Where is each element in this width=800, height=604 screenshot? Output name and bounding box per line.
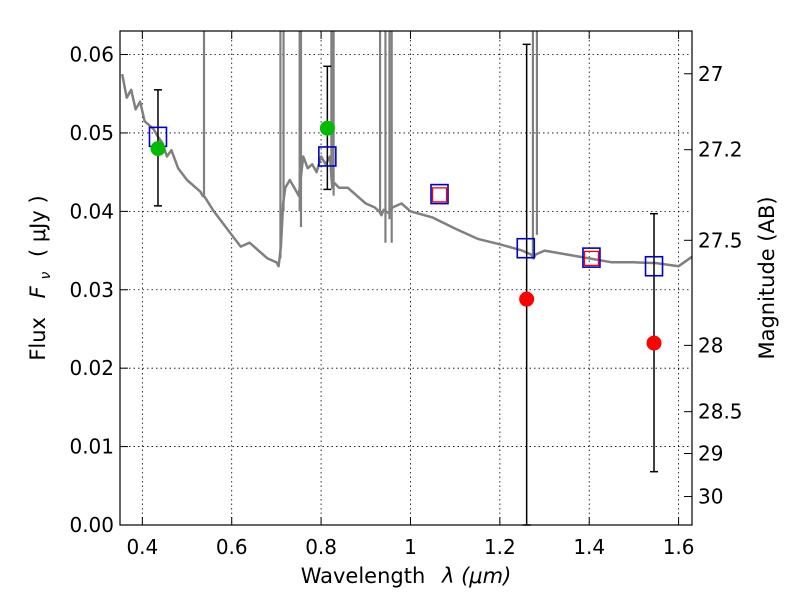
y-axis-label-unit: ( μJy ) bbox=[26, 195, 50, 257]
model-point-blue bbox=[644, 255, 664, 277]
x-axis-ticks: 0.4 0.6 0.8 1 1.2 1.4 1.6 bbox=[126, 31, 695, 559]
x-tick-label: 1 bbox=[404, 535, 417, 559]
x-tick-label: 0.4 bbox=[126, 535, 158, 559]
y-axis-ticks: 0.00 0.01 0.02 0.03 0.04 0.05 0.06 bbox=[69, 43, 128, 537]
magnitude-tick-label: 28 bbox=[698, 333, 723, 357]
magnitude-tick-label: 27.2 bbox=[698, 138, 743, 162]
model-point-blue bbox=[516, 237, 536, 259]
x-tick-label: 0.8 bbox=[305, 535, 337, 559]
x-axis-label-main: Wavelength bbox=[301, 564, 426, 588]
y-tick-label: 0.00 bbox=[69, 513, 114, 537]
model-point-blue bbox=[318, 146, 337, 167]
template-spectrum-line bbox=[120, 73, 693, 268]
x-axis-label-symbol: λ (μm) bbox=[441, 564, 511, 588]
x-axis-label: Wavelength λ (μm) bbox=[301, 564, 512, 588]
plot-area-background bbox=[120, 31, 692, 525]
model-point-red bbox=[431, 187, 448, 203]
y-axis-label-subscript: ν bbox=[38, 272, 54, 280]
magnitude-tick-label: 29 bbox=[698, 441, 723, 465]
plot-frame bbox=[119, 30, 693, 526]
x-tick-label: 1.4 bbox=[573, 535, 605, 559]
x-tick-label: 1.2 bbox=[484, 535, 516, 559]
observed-point bbox=[646, 335, 662, 351]
magnitude-tick-label: 27 bbox=[698, 62, 723, 86]
template-spectrum bbox=[120, 31, 693, 268]
model-point-blue bbox=[430, 183, 449, 205]
magnitude-axis-label: Magnitude (AB) bbox=[755, 196, 779, 359]
y-axis-label-main: Flux bbox=[26, 317, 50, 361]
y-tick-label: 0.01 bbox=[69, 435, 114, 459]
model-photometry-points bbox=[148, 126, 664, 277]
x-tick-label: 0.6 bbox=[216, 535, 248, 559]
y-tick-label: 0.03 bbox=[69, 278, 114, 302]
y-axis-label: Flux F ν ( μJy ) bbox=[26, 195, 55, 360]
y-axis-label-symbol: F bbox=[26, 285, 50, 298]
y-tick-label: 0.06 bbox=[69, 43, 114, 67]
y-tick-label: 0.02 bbox=[69, 356, 114, 380]
observed-photometry-points bbox=[150, 120, 662, 351]
magnitude-axis-ticks: 27 27.2 27.5 28 28.5 29 30 bbox=[684, 62, 743, 509]
model-point-red bbox=[583, 250, 600, 267]
y-tick-label: 0.05 bbox=[69, 121, 114, 145]
magnitude-tick-label: 28.5 bbox=[698, 400, 743, 424]
observed-point bbox=[150, 141, 166, 157]
y-tick-label: 0.04 bbox=[69, 199, 114, 223]
x-tick-label: 1.6 bbox=[663, 535, 695, 559]
magnitude-tick-label: 27.5 bbox=[698, 228, 743, 252]
observed-point bbox=[519, 291, 535, 307]
model-point-blue bbox=[582, 247, 601, 268]
observed-point bbox=[319, 120, 335, 136]
magnitude-tick-label: 30 bbox=[698, 485, 723, 509]
